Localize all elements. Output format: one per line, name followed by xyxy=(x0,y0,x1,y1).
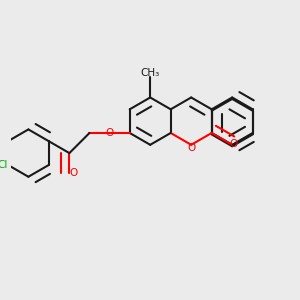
Text: O: O xyxy=(70,168,78,178)
Text: O: O xyxy=(187,143,195,153)
Text: Cl: Cl xyxy=(0,160,8,170)
Text: O: O xyxy=(106,128,114,138)
Text: O: O xyxy=(229,139,237,148)
Text: CH₃: CH₃ xyxy=(141,68,160,78)
